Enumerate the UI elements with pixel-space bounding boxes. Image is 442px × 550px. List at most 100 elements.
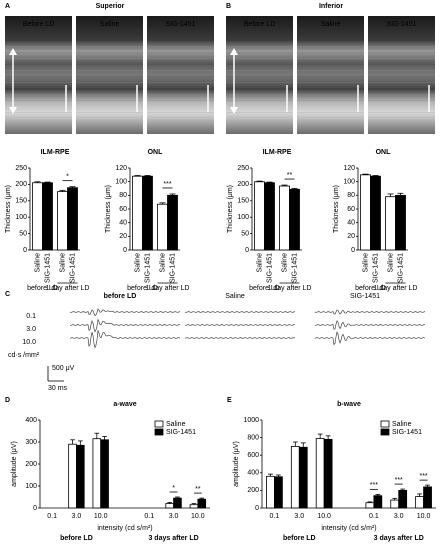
oct-speckle <box>5 40 72 42</box>
bar <box>100 439 109 509</box>
y-tick-label: 600 <box>247 452 259 459</box>
bar <box>360 174 371 251</box>
y-axis-label: amplitude (μV) <box>233 441 240 487</box>
oct-speckle <box>147 58 214 60</box>
x-axis-label: intensity (cd s/m²) <box>321 525 376 532</box>
legend-swatch <box>154 420 164 428</box>
oct-speckle <box>226 70 293 72</box>
oct-speckle <box>76 94 143 96</box>
oct-speckle <box>226 100 293 102</box>
oct-image <box>5 16 72 134</box>
oct-speckle <box>76 58 143 60</box>
bar <box>298 446 308 509</box>
oct-speckle <box>226 40 293 42</box>
erg-trace <box>184 311 296 313</box>
oct-speckle <box>297 106 364 108</box>
x-tick-label: 3.0 <box>394 513 404 520</box>
panel-letter: A <box>5 3 10 10</box>
y-axis-label: Thickness (μm) <box>105 185 112 233</box>
y-tick-label: 60 <box>347 206 355 213</box>
oct-speckle <box>226 94 293 96</box>
y-tick-label: 150 <box>15 198 27 205</box>
y-axis-label: Thickness (μm) <box>5 185 12 233</box>
image-label: SIG-1451 <box>387 21 417 28</box>
bar <box>315 438 325 509</box>
bar <box>264 182 275 251</box>
x-tick-label: 3.0 <box>294 513 304 520</box>
group-label: 1 day after LD <box>46 285 90 292</box>
y-tick-label: 80 <box>347 192 355 199</box>
legend-swatch <box>380 420 390 428</box>
bar <box>165 503 174 509</box>
oct-speckle <box>226 118 293 120</box>
oct-speckle <box>368 100 435 102</box>
bar <box>290 445 300 509</box>
bar <box>189 504 199 509</box>
panel-letter: D <box>5 397 10 404</box>
oct-speckle <box>76 100 143 102</box>
y-tick-label: 40 <box>347 220 355 227</box>
oct-speckle <box>76 88 143 90</box>
oct-speckle <box>76 112 143 114</box>
group-label: before LD <box>249 285 280 292</box>
legend-label: Saline <box>392 421 412 428</box>
y-tick-label: 50 <box>19 230 27 237</box>
oct-speckle <box>76 70 143 72</box>
oct-speckle <box>5 88 72 90</box>
oct-speckle <box>368 94 435 96</box>
arrow-head <box>9 48 17 114</box>
group-label: before LD <box>355 285 386 292</box>
chart-title: ONL <box>148 149 164 156</box>
oct-speckle <box>297 82 364 84</box>
y-tick-label: 0 <box>245 247 249 254</box>
oct-speckle <box>226 64 293 66</box>
x-tick-label: 0.1 <box>270 513 280 520</box>
legend-label: SIG-1451 <box>166 429 196 436</box>
x-tick-label: Saline <box>34 253 41 273</box>
group-label: 3 days after LD <box>148 535 198 542</box>
oct-speckle <box>297 52 364 54</box>
x-tick-label: 10.0 <box>94 513 108 520</box>
erg-trace <box>69 308 181 317</box>
oct-speckle <box>5 70 72 72</box>
oct-speckle <box>226 88 293 90</box>
bar <box>197 498 207 509</box>
chart-title: a-wave <box>113 401 136 408</box>
group-label: 1 day after LD <box>374 285 418 292</box>
oct-speckle <box>297 118 364 120</box>
y-tick-label: 1000 <box>243 417 259 424</box>
significance: *** <box>395 477 403 484</box>
bar <box>142 175 153 251</box>
oct-speckle <box>147 64 214 66</box>
significance: *** <box>163 181 171 188</box>
x-tick-label: 10.0 <box>317 513 331 520</box>
panel-title: Superior <box>96 3 125 10</box>
oct-speckle <box>297 46 364 48</box>
group-label: before LD <box>60 535 93 542</box>
bar <box>390 499 400 509</box>
y-tick-label: 120 <box>343 165 355 172</box>
bar <box>68 443 77 509</box>
significance: ** <box>195 486 201 493</box>
oct-speckle <box>147 76 214 78</box>
bar <box>132 175 143 251</box>
oct-speckle <box>147 46 214 48</box>
bar <box>323 438 333 509</box>
y-tick-label: 250 <box>237 165 249 172</box>
erg-condition: SIG-1451 <box>350 293 380 300</box>
image-label: Saline <box>100 21 120 28</box>
y-tick-label: 50 <box>241 230 249 237</box>
x-tick-label: SIG-1451 <box>397 253 404 283</box>
y-tick-label: 400 <box>247 470 259 477</box>
oct-speckle <box>147 88 214 90</box>
oct-speckle <box>368 118 435 120</box>
y-axis-label: Thickness (μm) <box>333 185 340 233</box>
bar <box>57 191 68 251</box>
oct-speckle <box>76 76 143 78</box>
oct-speckle <box>297 76 364 78</box>
y-tick-label: 150 <box>237 198 249 205</box>
x-tick-label: Saline <box>159 253 166 273</box>
oct-speckle <box>368 52 435 54</box>
oct-speckle <box>76 52 143 54</box>
